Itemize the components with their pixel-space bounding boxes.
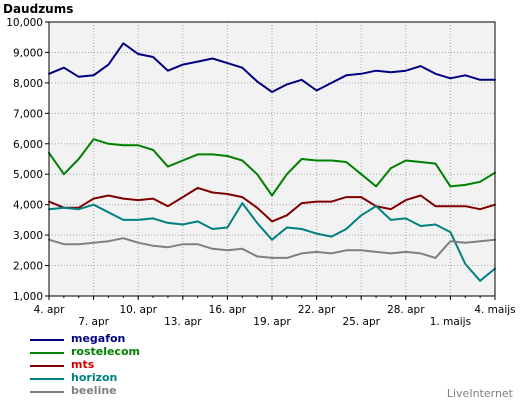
legend-item-megafon[interactable]: megafon xyxy=(30,332,230,346)
series-line-rostelecom xyxy=(48,138,496,197)
y-tick-label: 1,000 xyxy=(13,291,43,303)
y-tick-label: 9,000 xyxy=(13,47,43,59)
y-tick-label: 6,000 xyxy=(13,139,43,151)
legend-label: rostelecom xyxy=(71,345,141,358)
x-tick-label: 25. apr xyxy=(342,316,380,328)
y-tick-label: 7,000 xyxy=(13,108,43,120)
legend-label: megafon xyxy=(71,332,126,345)
legend-swatch xyxy=(30,391,64,393)
x-tick-label: 1. maijs xyxy=(430,316,471,328)
x-tick-label: 7. apr xyxy=(78,316,109,328)
y-tick-label: 8,000 xyxy=(13,78,43,90)
x-tick-label: 19. apr xyxy=(253,316,291,328)
y-tick-label: 10,000 xyxy=(6,17,43,29)
plot-frame xyxy=(48,21,496,297)
legend-swatch xyxy=(30,378,64,380)
y-tick-label: 4,000 xyxy=(13,200,43,212)
x-tick-label: 28. apr xyxy=(387,304,425,316)
axes: 1,000 2,000 3,000 4,000 5,000 6,000 7,000 8,000… xyxy=(6,17,515,328)
series-lines xyxy=(48,42,496,282)
series-line-horizon xyxy=(48,202,496,282)
legend-label: mts xyxy=(71,358,95,371)
x-tick-label: 4. maijs xyxy=(474,304,515,316)
line-chart: 1,000 2,000 3,000 4,000 5,000 6,000 7,000 8,000… xyxy=(6,17,515,328)
legend-item-mts[interactable]: mts xyxy=(30,358,230,372)
x-tick-label: 10. apr xyxy=(119,304,157,316)
legend-swatch xyxy=(30,365,64,367)
legend-item-beeline[interactable]: beeline xyxy=(30,384,230,398)
x-tick-label: 13. apr xyxy=(164,316,202,328)
legend-item-rostelecom[interactable]: rostelecom xyxy=(30,345,230,359)
legend-swatch xyxy=(30,339,64,341)
x-tick-label: 16. apr xyxy=(209,304,247,316)
credit-label: LiveInternet xyxy=(446,387,513,400)
series-line-beeline xyxy=(48,237,496,259)
chart-title: Daudzums xyxy=(3,2,74,16)
x-tick-label: 22. apr xyxy=(298,304,336,316)
y-tick-label: 5,000 xyxy=(13,169,43,181)
legend-label: horizon xyxy=(71,371,118,384)
legend: megafon rostelecom mts horizon beeline xyxy=(30,332,230,398)
y-tick-label: 3,000 xyxy=(13,230,43,242)
legend-swatch xyxy=(30,352,64,354)
series-line-mts xyxy=(48,186,496,223)
x-tick-label: 4. apr xyxy=(34,304,65,316)
legend-label: beeline xyxy=(71,384,117,397)
y-tick-label: 2,000 xyxy=(13,261,43,273)
series-line-megafon xyxy=(48,42,496,93)
legend-item-horizon[interactable]: horizon xyxy=(30,371,230,385)
